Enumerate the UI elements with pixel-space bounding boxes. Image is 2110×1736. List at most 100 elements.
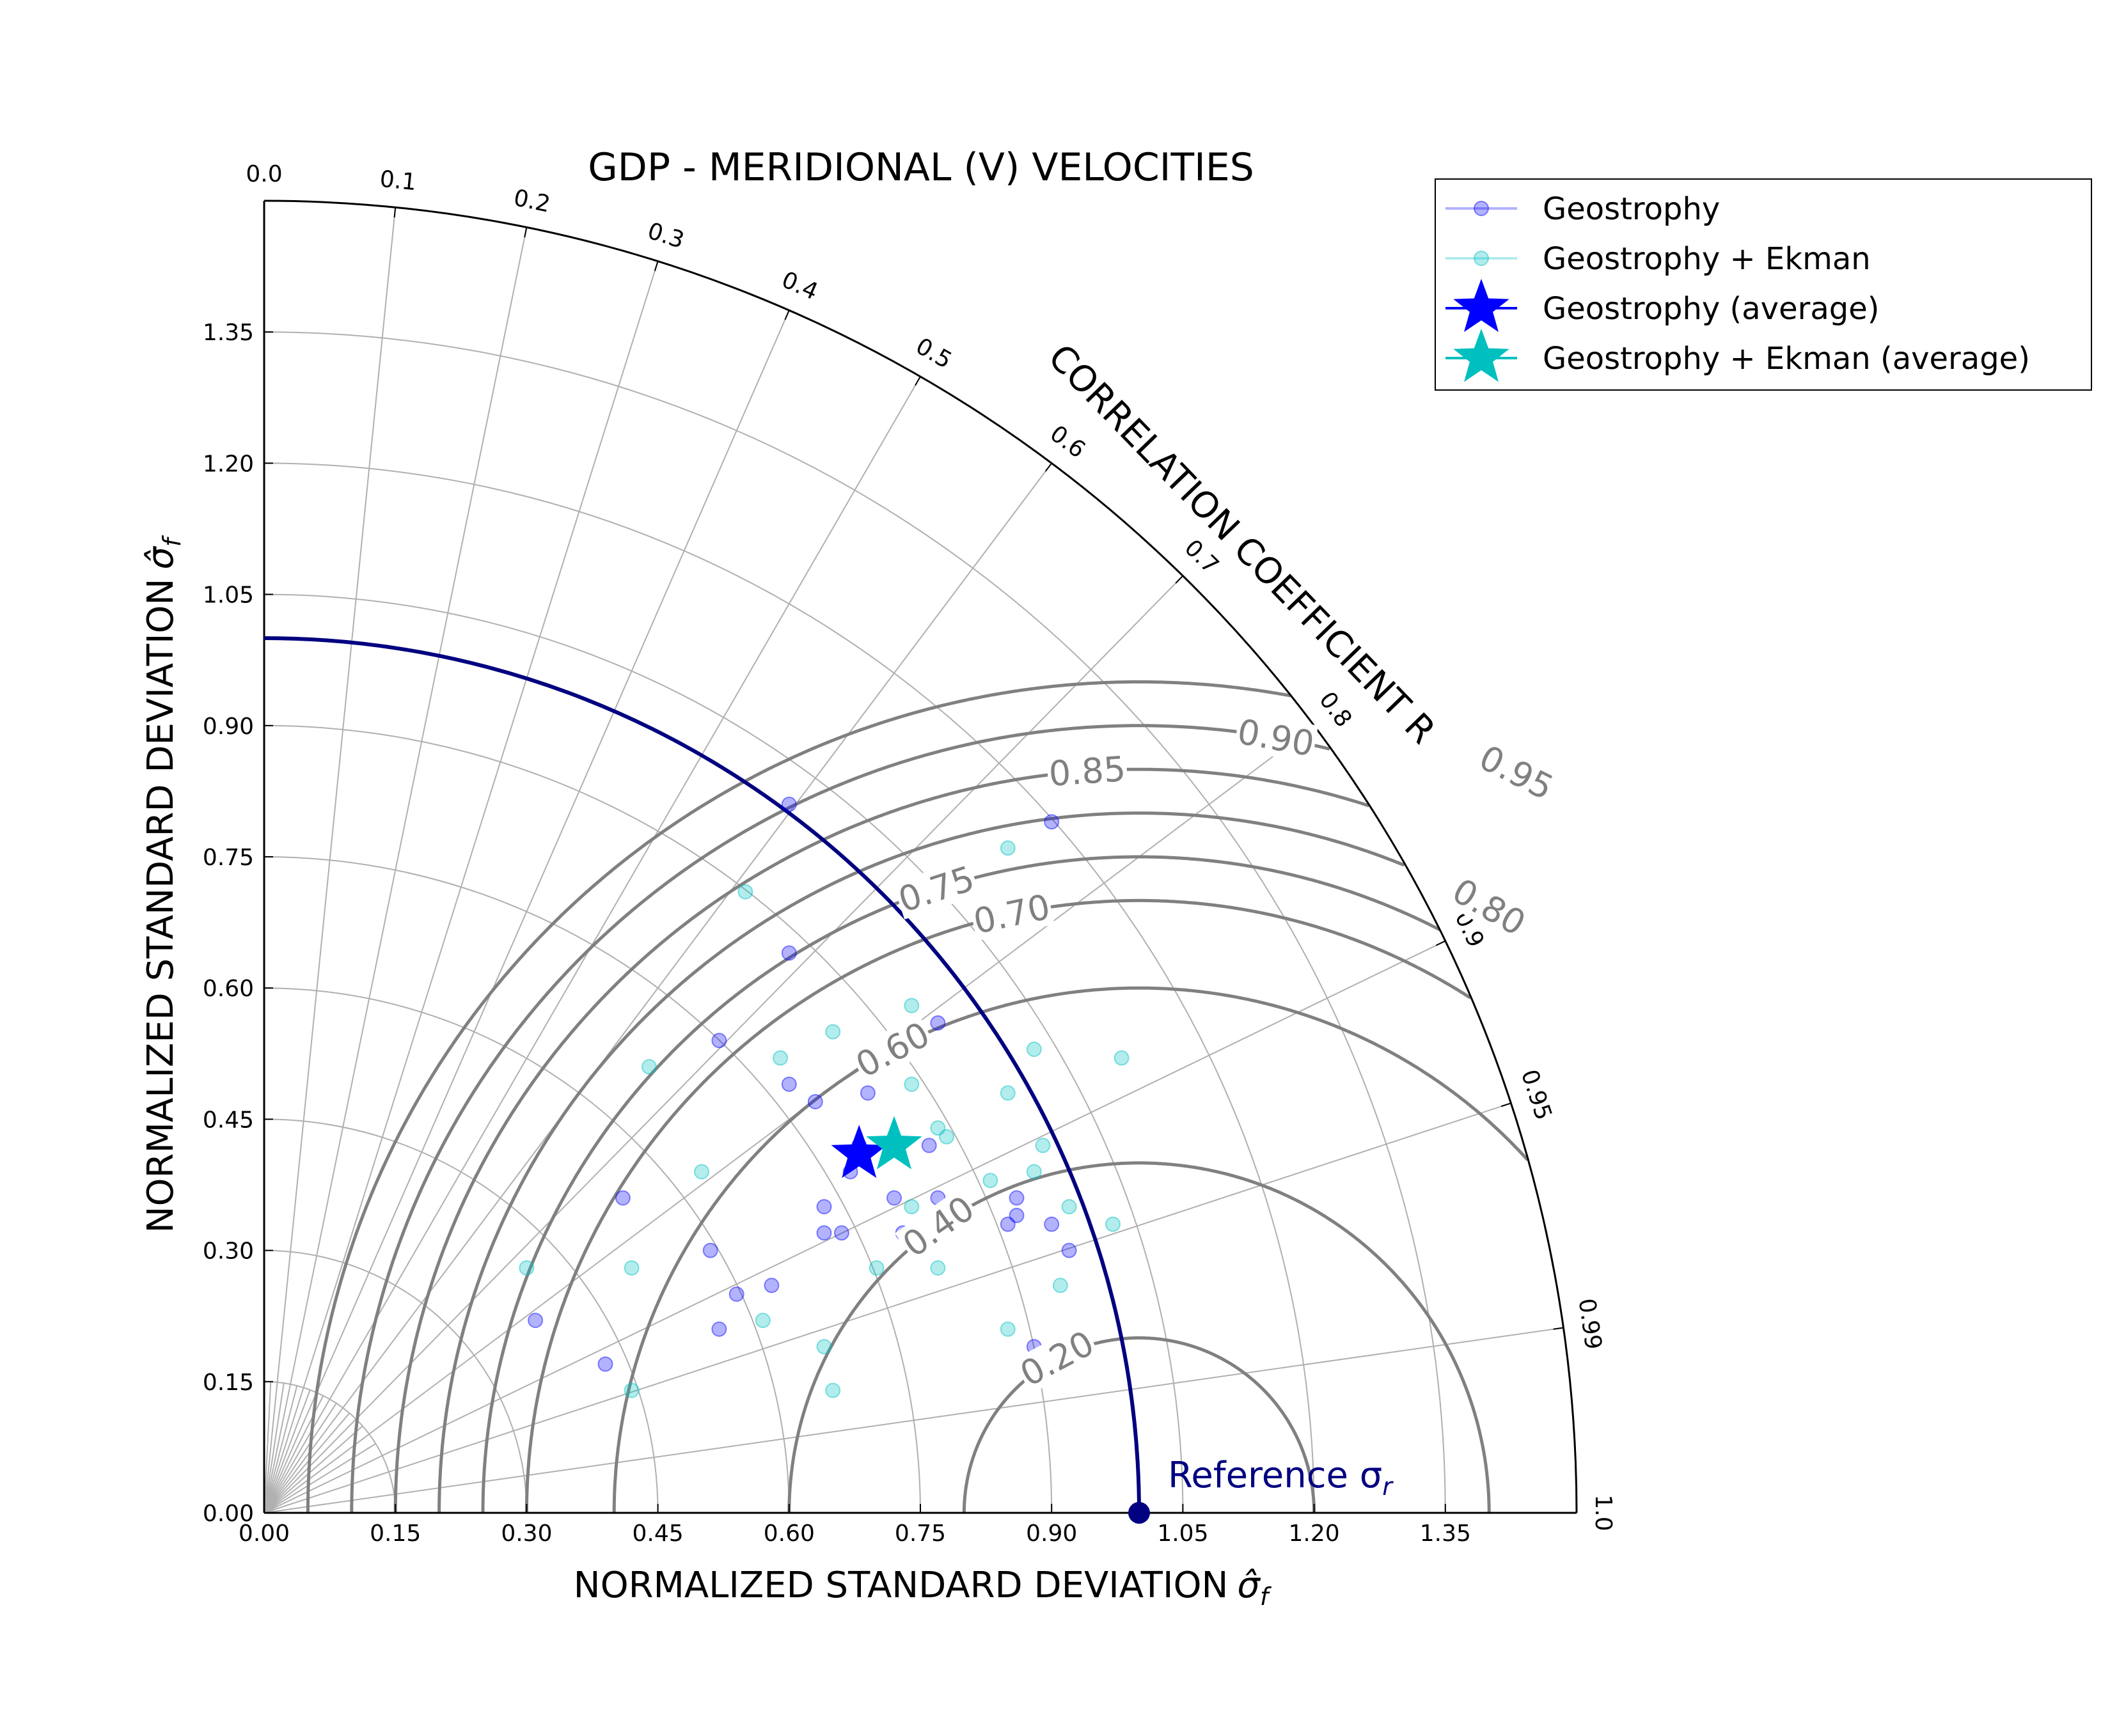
contour-labels-layer: 0.200.400.600.700.75 0.800.850.90 0.95 [848,712,1561,1395]
rms-contour-3 [524,898,1472,1513]
geostrophy-ekman-average-star [866,1116,922,1169]
geostrophy-ekman-point-21 [930,1260,946,1276]
reference-point [1128,1502,1150,1524]
legend-marker-geostrophy [1474,201,1489,216]
geostrophy-point-2 [781,945,797,961]
correlation-tick-label-5: 0.5 [911,333,956,374]
y-tick-label-5: 0.75 [203,845,254,871]
correlation-grid-line-5 [264,462,1052,1513]
rms-contour-0 [962,1336,1316,1513]
geostrophy-ekman-point-19 [1105,1216,1121,1232]
geostrophy-ekman-point-1 [737,884,753,900]
y-tick-label-2: 0.30 [203,1239,254,1265]
y-axis-title: NORMALIZED STANDARD DEVIATION σ̂f [140,535,186,1233]
rms-contour-layer [306,680,1529,1513]
rms-contour-7 [350,724,1330,1513]
geostrophy-ekman-point-25 [755,1313,771,1328]
std-grid-arc-2 [264,1118,659,1513]
geostrophy-ekman-point-15 [1026,1164,1042,1180]
legend-marker-geostrophy-average [1453,279,1509,332]
correlation-tick-label-3: 0.3 [645,218,688,254]
correlation-tick-label-11: 0.99 [1573,1297,1607,1351]
geostrophy-point-4 [930,1015,946,1031]
y-tick-label-0: 0.00 [203,1501,254,1527]
geostrophy-point-16 [1000,1216,1016,1232]
correlation-fine-line-7 [264,1425,363,1513]
correlation-tick-mark-6 [1044,462,1052,472]
y-tick-label-7: 1.05 [203,583,254,609]
std-grid-arc-5 [264,724,1053,1513]
contour-label-6: 0.85 [1048,749,1127,794]
y-tick-label-3: 0.45 [203,1107,254,1133]
correlation-tick-label-10: 0.95 [1516,1067,1557,1123]
geostrophy-ekman-point-24 [1052,1278,1068,1294]
legend-item-geostrophy-ekman: Geostrophy + Ekman [1445,241,1871,277]
geostrophy-point-25 [711,1321,727,1337]
x-axis-title: NORMALIZED STANDARD DEVIATION σ̂f [574,1565,1272,1611]
x-tick-label-0: 0.00 [239,1521,290,1547]
geostrophy-point-9 [860,1085,876,1101]
contour-label-8: 0.95 [1473,737,1560,808]
x-tick-label-6: 0.90 [1026,1521,1077,1547]
std-grid-arc-3 [264,987,790,1513]
geostrophy-ekman-point-12 [1035,1138,1051,1153]
y-tick-label-8: 1.20 [203,451,254,477]
geostrophy-ekman-point-2 [904,997,920,1013]
correlation-fine-line-8 [264,1443,376,1513]
x-tick-label-9: 1.35 [1420,1521,1471,1547]
x-axis-sigma: σ̂ [1237,1565,1261,1606]
contour-label-bg-4 [892,858,980,919]
correlation-fine-line-1 [264,1382,285,1513]
correlation-tick-label-0: 0.0 [246,161,282,187]
correlation-grid-line-7 [264,725,1315,1513]
correlation-tick-mark-7 [1175,575,1184,584]
legend-label-geostrophy: Geostrophy [1543,191,1720,227]
geostrophy-point-6 [781,1076,797,1092]
correlation-tick-mark-5 [915,376,921,386]
geostrophy-ekman-point-5 [1026,1042,1042,1057]
geostrophy-ekman-point-0 [1000,840,1016,856]
geostrophy-ekman-point-9 [930,1120,946,1136]
geostrophy-point-27 [528,1313,544,1328]
y-tick-label-4: 0.60 [203,976,254,1002]
chart-title: GDP - MERIDIONAL (V) VELOCITIES [588,145,1254,190]
contour-label-7: 0.90 [1234,712,1317,765]
contour-label-bg-1 [895,1187,982,1265]
geostrophy-point-30 [833,1225,849,1241]
geostrophy-ekman-point-20 [869,1260,885,1276]
correlation-grid-line-10 [264,1327,1564,1513]
correlation-fine-line-6 [264,1412,350,1513]
legend-item-geostrophy: Geostrophy [1445,191,1720,227]
geostrophy-point-20 [1044,1216,1060,1232]
reference-label-text: Reference σ [1168,1455,1382,1496]
legend-marker-geostrophy-ekman-average [1453,329,1509,382]
correlation-tick-mark-2 [524,227,528,238]
geostrophy-point-10 [921,1138,937,1153]
contour-label-bg-6 [1046,749,1128,794]
geostrophy-ekman-point-16 [904,1199,920,1215]
x-axis-sigma-sub: f [1260,1583,1272,1611]
x-tick-label-1: 0.15 [370,1521,421,1547]
y-tick-label-1: 0.15 [203,1370,254,1396]
x-tick-label-3: 0.45 [633,1521,684,1547]
correlation-tick-label-8: 0.8 [1314,687,1357,732]
geostrophy-ekman-point-22 [519,1260,535,1276]
legend-label-geostrophy-ekman: Geostrophy + Ekman [1543,241,1871,277]
geostrophy-point-3 [711,1033,727,1049]
x-tick-label-2: 0.30 [501,1521,552,1547]
x-tick-label-5: 0.75 [895,1521,946,1547]
geostrophy-ekman-point-4 [773,1050,789,1066]
correlation-grid-line-2 [264,261,659,1513]
x-tick-label-7: 1.05 [1157,1521,1208,1547]
correlation-tick-mark-9 [1435,940,1446,946]
geostrophy-point-11 [886,1190,902,1206]
legend-item-geostrophy-ekman-average: Geostrophy + Ekman (average) [1445,329,2030,382]
contour-label-3: 0.70 [970,886,1054,942]
correlation-tick-mark-10 [1500,1102,1511,1107]
geostrophy-ekman-point-29 [624,1382,640,1398]
y-tick-label-6: 0.90 [203,714,254,740]
y-axis-sigma-sub: f [158,535,186,547]
reference-std-arc [264,636,1141,1513]
geostrophy-ekman-point-27 [816,1339,832,1355]
